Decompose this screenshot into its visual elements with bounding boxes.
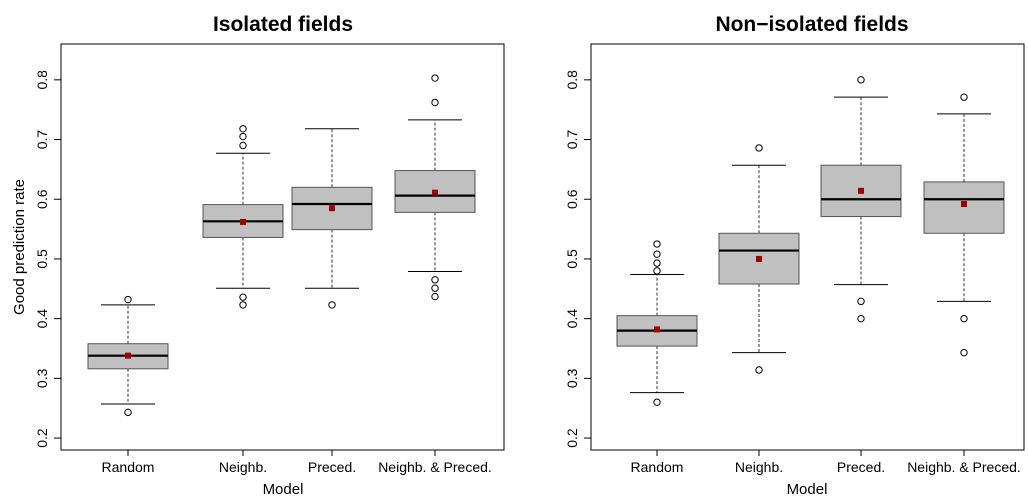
plot-frame: [590, 43, 1025, 451]
x-tick-label: Neighb. & Preced.: [907, 459, 1021, 475]
outlier-point: [653, 240, 661, 248]
y-tick-label: 0.6: [564, 189, 580, 209]
x-axis-label: Model: [787, 481, 828, 498]
outlier-point: [431, 74, 439, 82]
outlier-point: [431, 276, 439, 284]
y-tick-label: 0.8: [34, 70, 50, 90]
outlier-point: [124, 408, 132, 417]
outlier-point: [124, 295, 132, 304]
iqr-box: [718, 232, 800, 285]
outlier-point: [431, 98, 439, 107]
x-tick-label: Random: [631, 459, 684, 475]
y-tick-label: 0.5: [564, 249, 580, 269]
x-tick-label: Preced.: [308, 459, 356, 475]
mean-marker: [432, 189, 438, 196]
mean-marker: [756, 255, 762, 262]
outlier-point: [653, 267, 661, 275]
outlier-point: [239, 132, 247, 141]
x-axis-label: Model: [263, 481, 304, 498]
mean-marker: [240, 218, 246, 225]
mean-marker: [961, 201, 967, 208]
x-tick-label: Preced.: [837, 459, 885, 475]
outlier-point: [239, 125, 247, 133]
mean-marker: [654, 326, 660, 333]
chart-title: Isolated fields: [213, 13, 353, 36]
y-tick-label: 0.5: [34, 249, 50, 269]
outlier-point: [755, 366, 763, 374]
iqr-box: [923, 181, 1005, 234]
box-random: [616, 240, 698, 406]
y-tick-label: 0.2: [34, 428, 50, 448]
outlier-point: [328, 301, 336, 309]
outlier-point: [431, 292, 439, 301]
mean-marker: [329, 205, 335, 212]
outlier-point: [857, 297, 865, 306]
x-tick-label: Neighb.: [735, 459, 783, 475]
y-tick-label: 0.6: [34, 189, 50, 209]
y-tick-label: 0.3: [564, 368, 580, 388]
outlier-point: [960, 348, 968, 357]
box-preced: [291, 128, 373, 309]
chart-title: Non−isolated fields: [715, 13, 908, 36]
box-neighb-preced: [923, 93, 1005, 357]
y-tick-label: 0.2: [564, 428, 580, 448]
panel-isolated-fields: Isolated fields Good prediction rate Mod…: [11, 13, 505, 498]
y-tick-label: 0.4: [34, 309, 50, 329]
outlier-point: [960, 314, 968, 323]
mean-marker: [125, 352, 131, 359]
outlier-point: [857, 76, 865, 84]
y-tick-label: 0.7: [34, 130, 50, 150]
outlier-point: [653, 250, 661, 258]
outlier-point: [239, 141, 247, 150]
box-preced: [820, 76, 902, 323]
x-tick-label: Random: [102, 459, 155, 475]
outlier-point: [653, 398, 661, 406]
y-tick-label: 0.7: [564, 130, 580, 150]
outlier-point: [239, 293, 247, 301]
plot-frame: [60, 43, 505, 451]
y-tick-label: 0.3: [34, 368, 50, 388]
outlier-point: [653, 259, 661, 267]
y-tick-label: 0.8: [564, 70, 580, 90]
x-tick-label: Neighb.: [219, 459, 267, 475]
panel-non-isolated-fields: Non−isolated fields Model 0.2 0.3 0.4 0.5 0.…: [564, 13, 1025, 498]
box-random: [87, 295, 169, 417]
outlier-point: [431, 284, 439, 292]
box-neighb: [718, 144, 800, 374]
y-tick-label: 0.4: [564, 309, 580, 329]
box-neighb-preced: [394, 74, 476, 301]
box-neighb: [202, 125, 284, 309]
x-tick-label: Neighb. & Preced.: [378, 459, 492, 475]
outlier-point: [960, 93, 968, 101]
outlier-point: [239, 301, 247, 309]
y-axis-label: Good prediction rate: [11, 179, 28, 315]
mean-marker: [858, 187, 864, 194]
outlier-point: [857, 314, 865, 323]
outlier-point: [755, 144, 763, 152]
